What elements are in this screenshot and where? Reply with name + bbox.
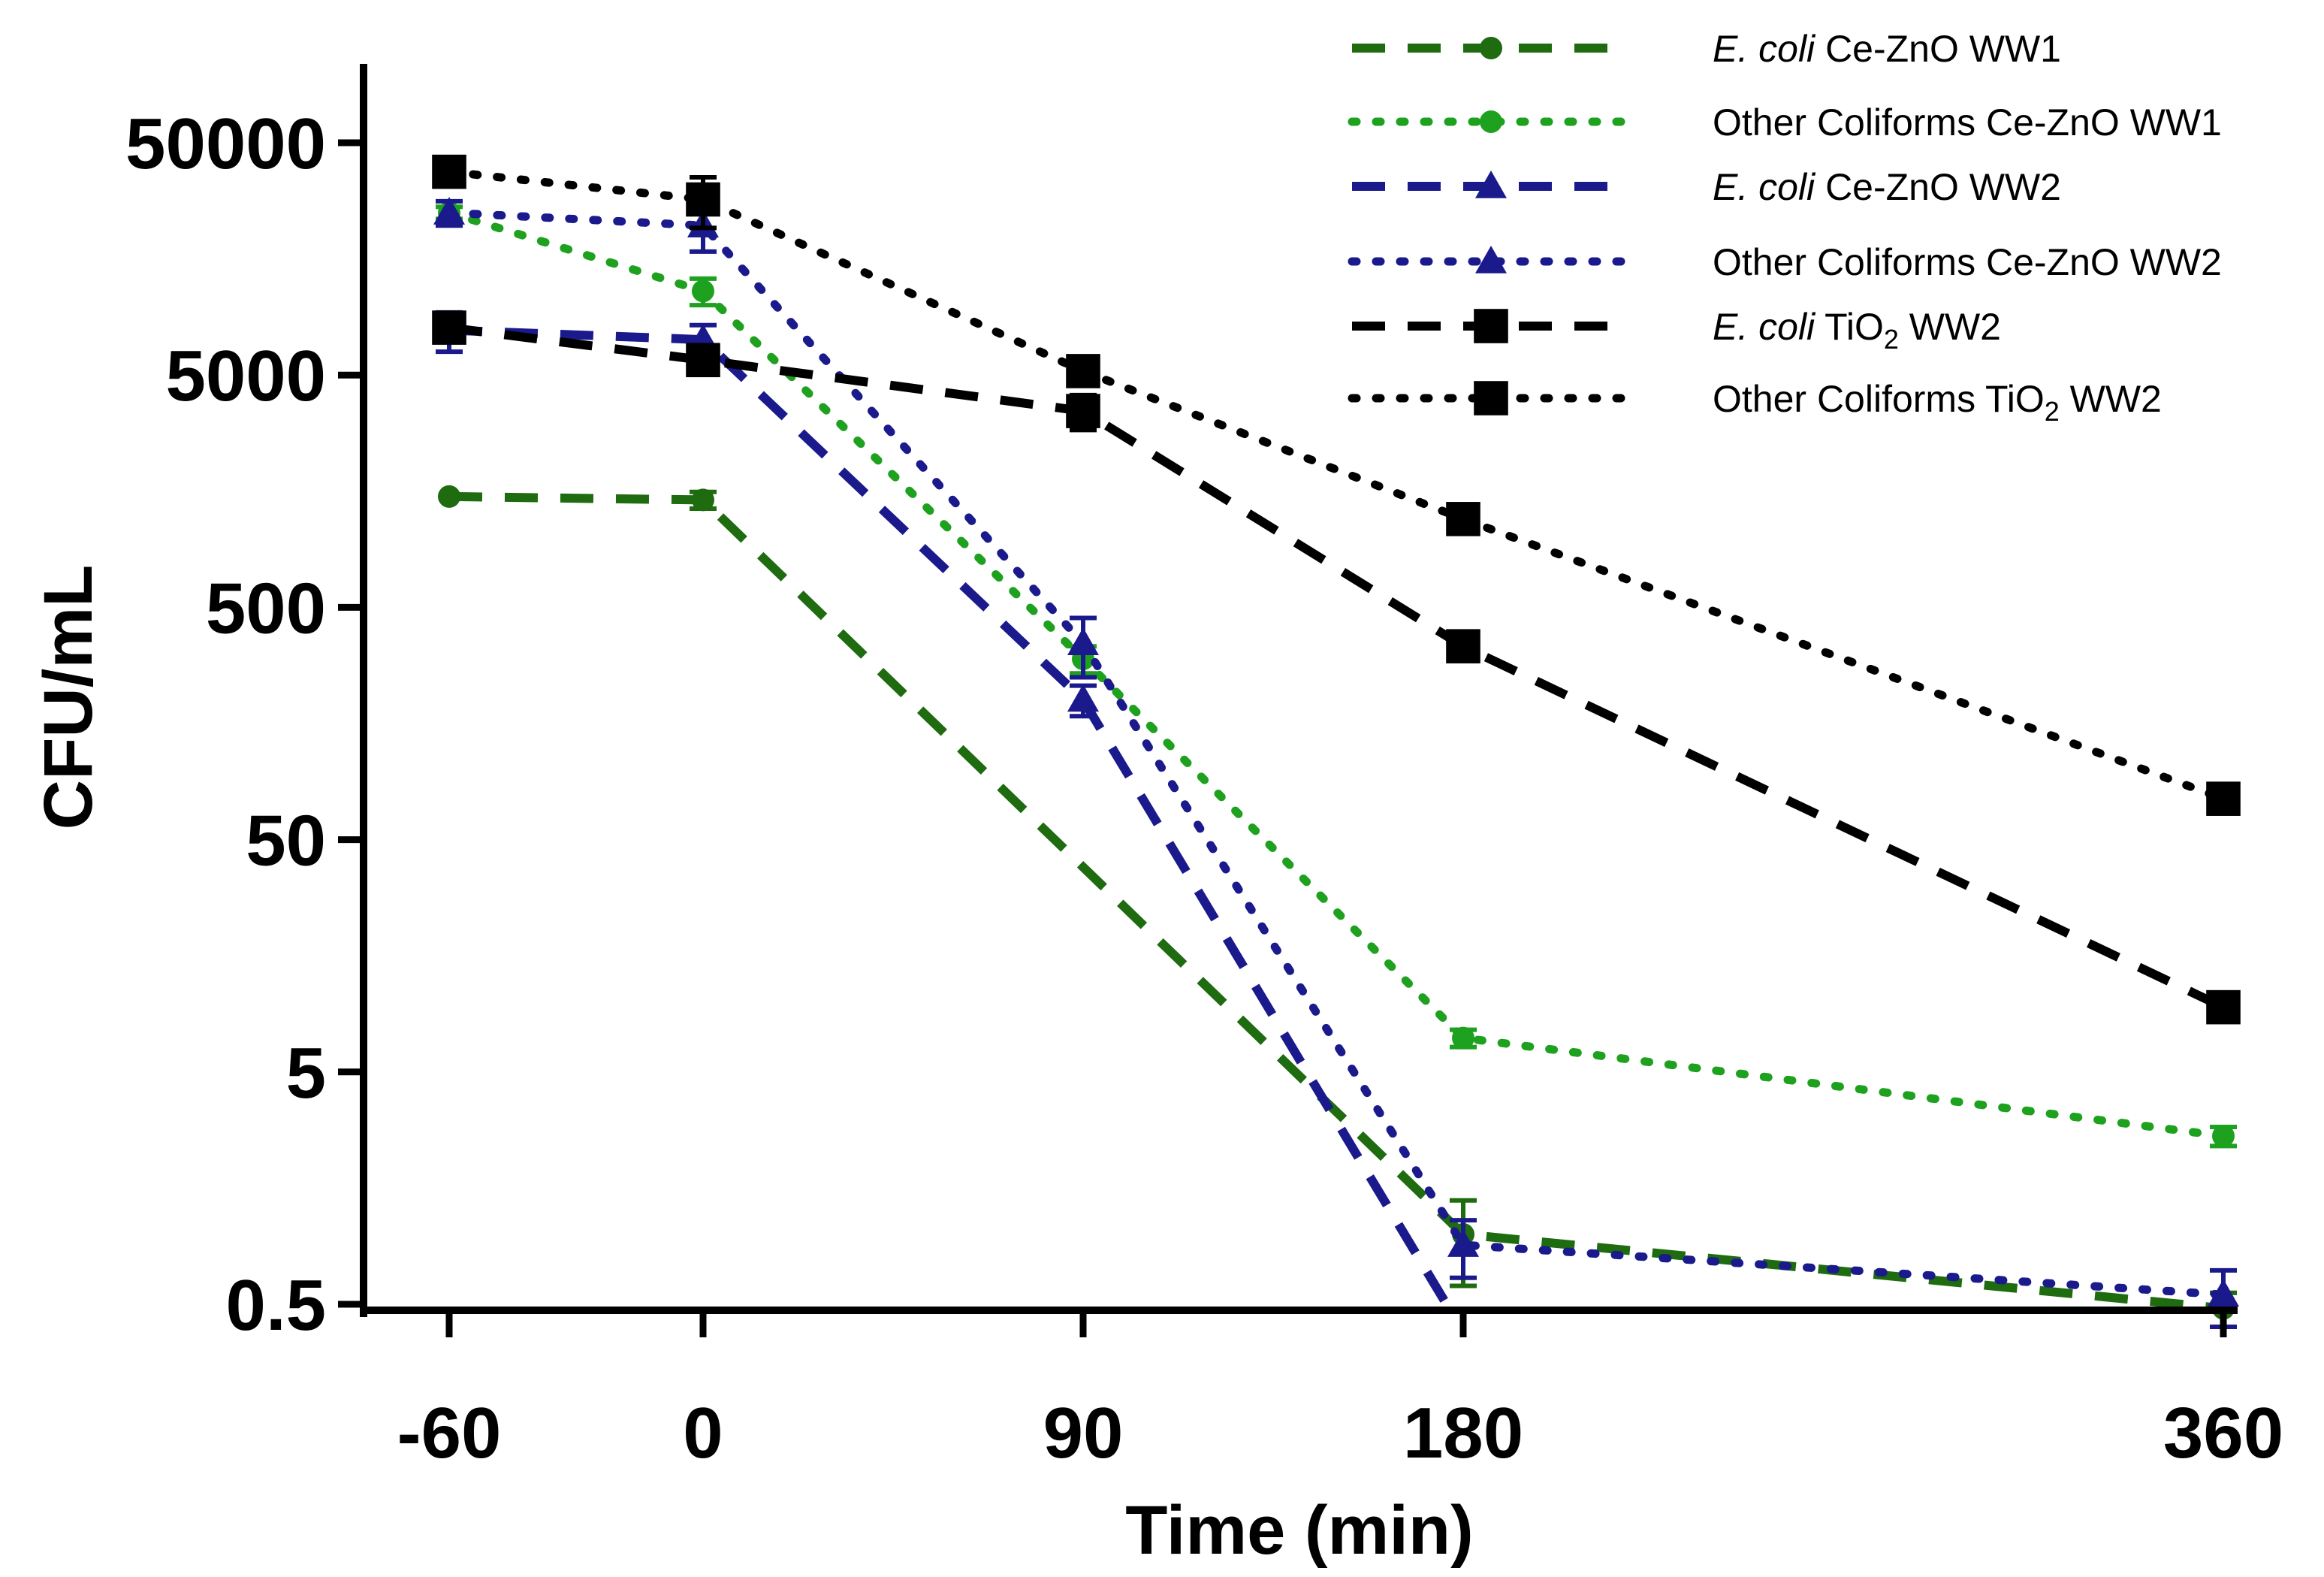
series: [438, 485, 2237, 1329]
y-tick-label: 50000: [125, 104, 326, 184]
data-point: [432, 154, 466, 189]
plot-area: [432, 154, 2241, 1329]
x-tick-label: 90: [1043, 1393, 1124, 1473]
legend-entry: Other Coliforms TiO2 WW2: [1348, 378, 2162, 427]
data-point: [2206, 989, 2241, 1025]
legend-label-part: Other Coliforms Ce-ZnO WW2: [1713, 241, 2222, 283]
legend-entry: Other Coliforms Ce-ZnO WW2: [1348, 241, 2222, 283]
data-point: [692, 488, 714, 512]
legend-entry: E. coli Ce-ZnO WW2: [1352, 166, 2061, 208]
legend-label: E. coli TiO2 WW2: [1713, 306, 2001, 355]
legend-label: Other Coliforms TiO2 WW2: [1713, 378, 2162, 427]
legend-label-part: WW2: [1899, 306, 2001, 348]
legend-entry: E. coli TiO2 WW2: [1352, 306, 2001, 355]
data-point: [2212, 1125, 2235, 1148]
legend-label-part: Other Coliforms Ce-ZnO WW1: [1713, 101, 2222, 144]
data-point: [1446, 502, 1480, 536]
legend-label-part: TiO: [1815, 306, 1884, 348]
legend-label-part: 2: [1884, 324, 1899, 355]
y-tick-label: 50: [246, 801, 326, 881]
data-point: [692, 279, 714, 303]
legend-label-part: Ce-ZnO WW1: [1815, 28, 2061, 70]
data-point: [686, 343, 720, 378]
data-point: [1066, 354, 1100, 388]
series: [432, 154, 2241, 816]
data-point: [2208, 1279, 2239, 1307]
x-tick-label: 360: [2163, 1393, 2283, 1473]
series: [432, 310, 2241, 1025]
legend-label-part: E. coli: [1713, 28, 1816, 70]
y-tick-label: 5000: [165, 336, 326, 416]
legend-marker: [1480, 37, 1502, 59]
legend-marker: [1474, 309, 1508, 343]
legend-label: Other Coliforms Ce-ZnO WW2: [1713, 241, 2222, 283]
y-tick-label: 500: [206, 568, 326, 648]
data-point: [432, 310, 466, 345]
legend-label: E. coli Ce-ZnO WW2: [1713, 166, 2061, 208]
data-point: [686, 182, 720, 217]
data-point: [1452, 1026, 1474, 1050]
legend-label-part: Other Coliforms TiO: [1713, 378, 2045, 420]
data-point: [433, 197, 465, 225]
x-tick-label: 0: [683, 1393, 723, 1473]
legend-label-part: 2: [2045, 396, 2060, 427]
legend-entry: Other Coliforms Ce-ZnO WW1: [1348, 101, 2222, 144]
data-point: [1067, 684, 1099, 712]
legend-label-part: E. coli: [1713, 306, 1816, 348]
data-point: [1066, 394, 1100, 428]
legend-marker: [1475, 246, 1507, 273]
x-tick-label: 180: [1403, 1393, 1523, 1473]
legend-label-part: Ce-ZnO WW2: [1815, 166, 2061, 208]
y-tick-label: 0.5: [226, 1265, 326, 1346]
data-point: [1446, 629, 1480, 663]
data-point: [2206, 781, 2241, 816]
legend-entry: E. coli Ce-ZnO WW1: [1352, 28, 2061, 70]
data-point: [1447, 1229, 1479, 1257]
series-line: [448, 323, 2226, 1012]
legend: E. coli Ce-ZnO WW1 Other Coliforms Ce-ZnO…: [1348, 28, 2222, 427]
legend-label: Other Coliforms Ce-ZnO WW1: [1713, 101, 2222, 144]
series-line: [448, 491, 2224, 1307]
series-line: [448, 325, 1454, 1307]
legend-marker: [1474, 381, 1508, 415]
y-axis-label: CFU/mL: [30, 565, 107, 830]
data-point: [1067, 627, 1099, 656]
x-axis-label: Time (min): [1125, 1492, 1473, 1569]
axes: 0.5 5 50 500 5000 50000 -60 0 90 180 360: [125, 64, 2283, 1473]
data-point: [438, 485, 460, 508]
legend-label-part: WW2: [2060, 378, 2162, 420]
x-tick-label: -60: [397, 1393, 502, 1473]
legend-marker: [1480, 110, 1502, 133]
legend-marker: [1475, 171, 1507, 198]
series: [433, 310, 1454, 1307]
legend-label-part: E. coli: [1713, 166, 1816, 208]
y-tick-label: 5: [286, 1033, 326, 1113]
legend-label: E. coli Ce-ZnO WW1: [1713, 28, 2061, 70]
